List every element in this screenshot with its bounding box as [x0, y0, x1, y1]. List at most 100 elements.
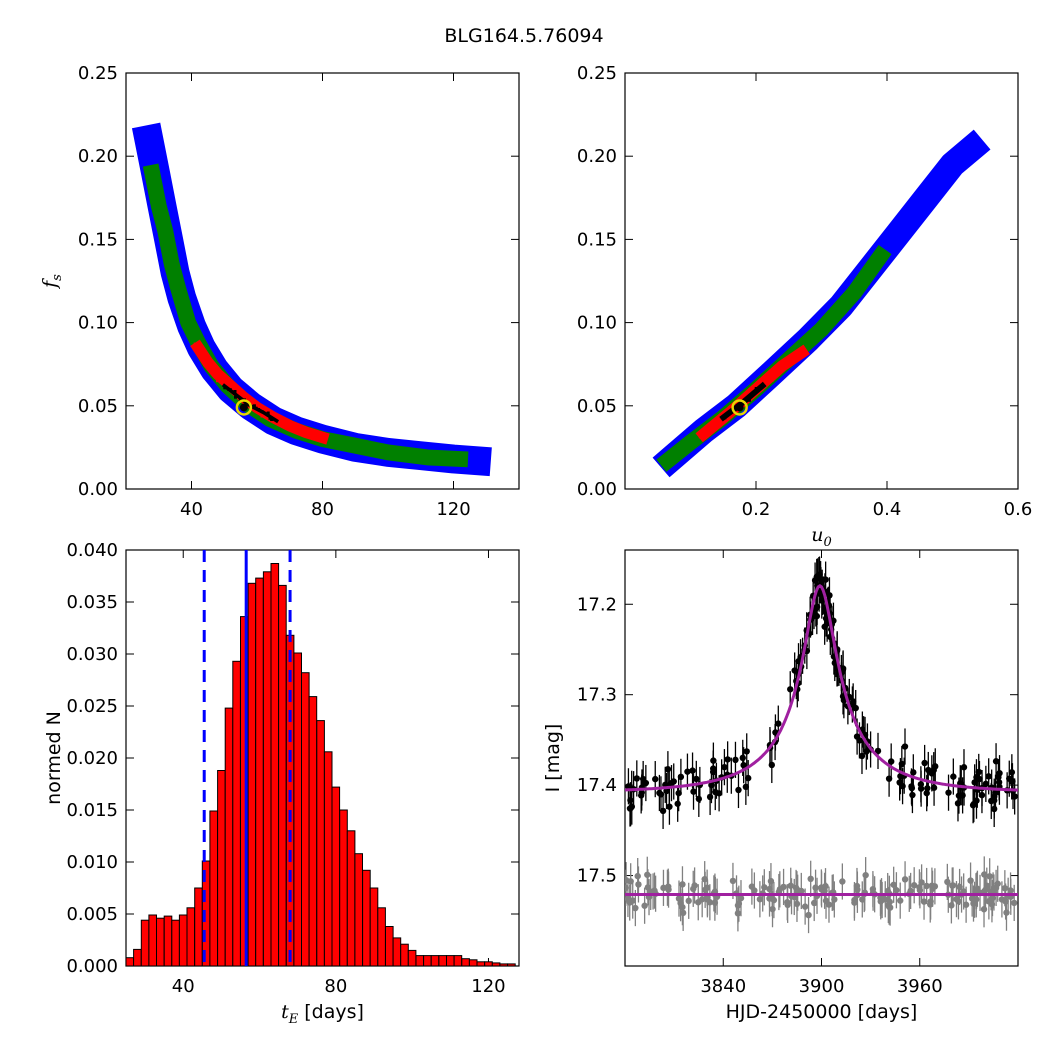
density-pixel-1sigma [782, 360, 789, 367]
residual-point [953, 895, 960, 903]
density-pixel-best [257, 408, 261, 411]
density-pixel-2sigma [431, 453, 440, 463]
data-point [627, 804, 634, 812]
data-point [985, 773, 992, 780]
data-point [735, 786, 742, 794]
density-pixel-best [227, 387, 231, 391]
density-pixel-best [752, 391, 756, 395]
residual-point [644, 884, 652, 891]
histogram-bar [453, 955, 463, 966]
data-point [684, 768, 691, 775]
density-pixel-2sigma [848, 286, 857, 296]
histogram-bar [385, 926, 394, 966]
data-point [639, 775, 647, 783]
data-point [925, 766, 932, 774]
y-tick-label: 0.000 [66, 956, 118, 977]
residual-point [695, 899, 702, 906]
residual-point [923, 882, 930, 890]
density-pixel-1sigma [301, 427, 308, 435]
data-point [901, 743, 909, 750]
histogram-bar [377, 907, 386, 966]
residual-point [962, 901, 970, 908]
residual-point [994, 880, 1001, 887]
histogram-bar [194, 887, 203, 966]
density-pixel-1sigma [237, 392, 244, 399]
residual-point [811, 899, 818, 907]
density-pixel-best [730, 410, 734, 414]
density-pixel-2sigma [180, 311, 190, 320]
histogram-bar [232, 660, 241, 966]
residual-point [703, 884, 711, 891]
density-pixel-best [268, 416, 272, 420]
data-point [775, 720, 782, 727]
density-pixel-best [228, 388, 232, 392]
density-pixel-3sigma [937, 167, 952, 182]
residual-point [983, 882, 990, 889]
histogram-bar [346, 830, 356, 966]
residual-point [807, 875, 814, 883]
residual-point [679, 881, 686, 888]
density-pixel-1sigma [794, 352, 801, 359]
density-pixel-1sigma [317, 432, 324, 440]
data-point [950, 773, 957, 780]
data-point [975, 768, 982, 776]
density-pixel-2sigma [154, 201, 163, 211]
data-point [856, 737, 863, 744]
density-pixel-2sigma [159, 225, 168, 234]
data-point [945, 789, 952, 796]
density-pixel-1sigma [310, 430, 318, 437]
x-tick-label: 120 [471, 976, 505, 997]
histogram-bar [262, 571, 272, 966]
density-pixel-best [252, 404, 256, 408]
density-pixel-1sigma [297, 428, 304, 435]
y-tick-label: 0.005 [66, 904, 118, 925]
residual-point [893, 887, 900, 894]
data-point [633, 775, 641, 782]
residual-point [812, 884, 819, 891]
residual-point [734, 902, 742, 909]
density-pixel-2sigma [448, 455, 457, 465]
y-tick-label: 0.05 [577, 396, 617, 417]
density-pixel-2sigma [187, 323, 196, 332]
residual-point [986, 873, 993, 880]
data-point [715, 790, 723, 797]
x-tick-label: 0.2 [742, 499, 771, 520]
x-tick-label: 0.6 [1004, 499, 1033, 520]
residual-point [690, 885, 697, 893]
residual-point [627, 878, 634, 885]
density-pixel-2sigma [159, 220, 169, 229]
residual-point [756, 896, 764, 903]
density-pixel-2sigma [169, 274, 178, 283]
density-pixel-2sigma [146, 168, 155, 178]
histogram-bar [316, 720, 325, 966]
histogram-bar [171, 919, 180, 966]
density-pixel-1sigma [790, 354, 797, 361]
density-pixel-2sigma [404, 449, 413, 459]
data-point [821, 623, 828, 630]
data-point [921, 759, 928, 767]
best-fit-ring [731, 399, 748, 416]
density-pixel-1sigma [230, 385, 237, 392]
density-pixel-1sigma [196, 349, 203, 356]
residual-point [632, 904, 639, 912]
density-pixel-2sigma [809, 333, 818, 343]
y-tick-label: 0.25 [577, 63, 617, 84]
histogram-bar [308, 696, 318, 966]
residual-point [784, 899, 791, 906]
density-pixel-1sigma [248, 400, 256, 407]
figure-title: BLG164.5.76094 [444, 25, 603, 47]
density-pixel-2sigma [327, 438, 336, 447]
density-pixel-2sigma [437, 453, 447, 462]
panel-lightcurve: 3840 3900 3960 17.2 17.3 17.4 17.5 HJD-2450000 … [542, 549, 1019, 1023]
histogram-bar [148, 914, 157, 966]
density-pixel-3sigma [914, 200, 929, 215]
data-point [740, 761, 747, 769]
y-tick-label: 0.10 [577, 313, 617, 334]
histogram-bar [400, 943, 409, 966]
residual-point [635, 881, 642, 888]
histogram-bar [255, 577, 264, 966]
density-pixel-2sigma [841, 296, 850, 306]
panel-u0-fs: 0.2 0.4 0.6 0.00 0.05 0.10 0.15 0.20 0.25 u0 [577, 63, 1032, 550]
data-point [693, 775, 700, 783]
y-tick-label: 17.4 [577, 775, 617, 796]
